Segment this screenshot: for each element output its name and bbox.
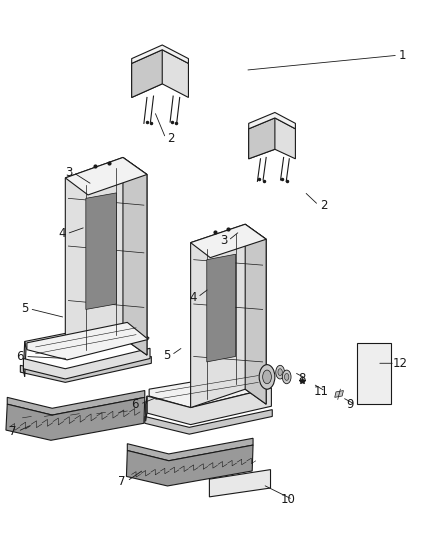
Text: 7: 7 bbox=[118, 475, 126, 488]
Circle shape bbox=[263, 370, 272, 384]
Text: 11: 11 bbox=[313, 385, 328, 398]
Polygon shape bbox=[6, 398, 145, 440]
Polygon shape bbox=[207, 254, 236, 362]
Text: 4: 4 bbox=[58, 227, 66, 240]
Polygon shape bbox=[191, 224, 266, 408]
Text: 2: 2 bbox=[320, 199, 328, 212]
Polygon shape bbox=[147, 388, 272, 425]
Polygon shape bbox=[249, 112, 295, 129]
Text: 12: 12 bbox=[393, 357, 408, 370]
Polygon shape bbox=[249, 118, 295, 159]
Polygon shape bbox=[23, 342, 26, 377]
Polygon shape bbox=[132, 50, 162, 98]
Text: 3: 3 bbox=[220, 234, 227, 247]
Text: 2: 2 bbox=[167, 132, 175, 145]
Text: 10: 10 bbox=[281, 493, 295, 506]
Text: 8: 8 bbox=[298, 373, 306, 385]
Circle shape bbox=[259, 365, 275, 389]
Polygon shape bbox=[23, 348, 150, 379]
Text: 7: 7 bbox=[9, 425, 17, 438]
Polygon shape bbox=[127, 445, 253, 486]
Polygon shape bbox=[132, 50, 188, 98]
Polygon shape bbox=[245, 224, 266, 404]
Polygon shape bbox=[127, 438, 253, 461]
Polygon shape bbox=[123, 157, 147, 355]
Circle shape bbox=[276, 365, 285, 379]
Polygon shape bbox=[145, 410, 272, 434]
Text: 6: 6 bbox=[17, 350, 24, 363]
Polygon shape bbox=[132, 45, 188, 63]
Polygon shape bbox=[65, 157, 147, 195]
Polygon shape bbox=[335, 391, 343, 398]
Text: 1: 1 bbox=[399, 49, 406, 62]
Text: 4: 4 bbox=[189, 290, 197, 304]
Polygon shape bbox=[209, 470, 271, 497]
Polygon shape bbox=[249, 118, 275, 159]
Text: 6: 6 bbox=[131, 398, 139, 410]
Text: 5: 5 bbox=[163, 349, 170, 361]
Polygon shape bbox=[25, 321, 149, 359]
Polygon shape bbox=[146, 396, 147, 421]
Polygon shape bbox=[357, 343, 392, 404]
Polygon shape bbox=[20, 357, 151, 382]
Circle shape bbox=[283, 370, 291, 384]
Polygon shape bbox=[86, 193, 117, 310]
Polygon shape bbox=[65, 157, 147, 359]
Circle shape bbox=[278, 369, 283, 376]
Polygon shape bbox=[191, 224, 266, 257]
Polygon shape bbox=[27, 322, 148, 360]
Polygon shape bbox=[149, 372, 271, 408]
Text: 9: 9 bbox=[346, 398, 354, 410]
Polygon shape bbox=[7, 391, 145, 415]
Text: 5: 5 bbox=[21, 302, 28, 315]
Circle shape bbox=[285, 374, 289, 381]
Text: 3: 3 bbox=[65, 166, 72, 179]
